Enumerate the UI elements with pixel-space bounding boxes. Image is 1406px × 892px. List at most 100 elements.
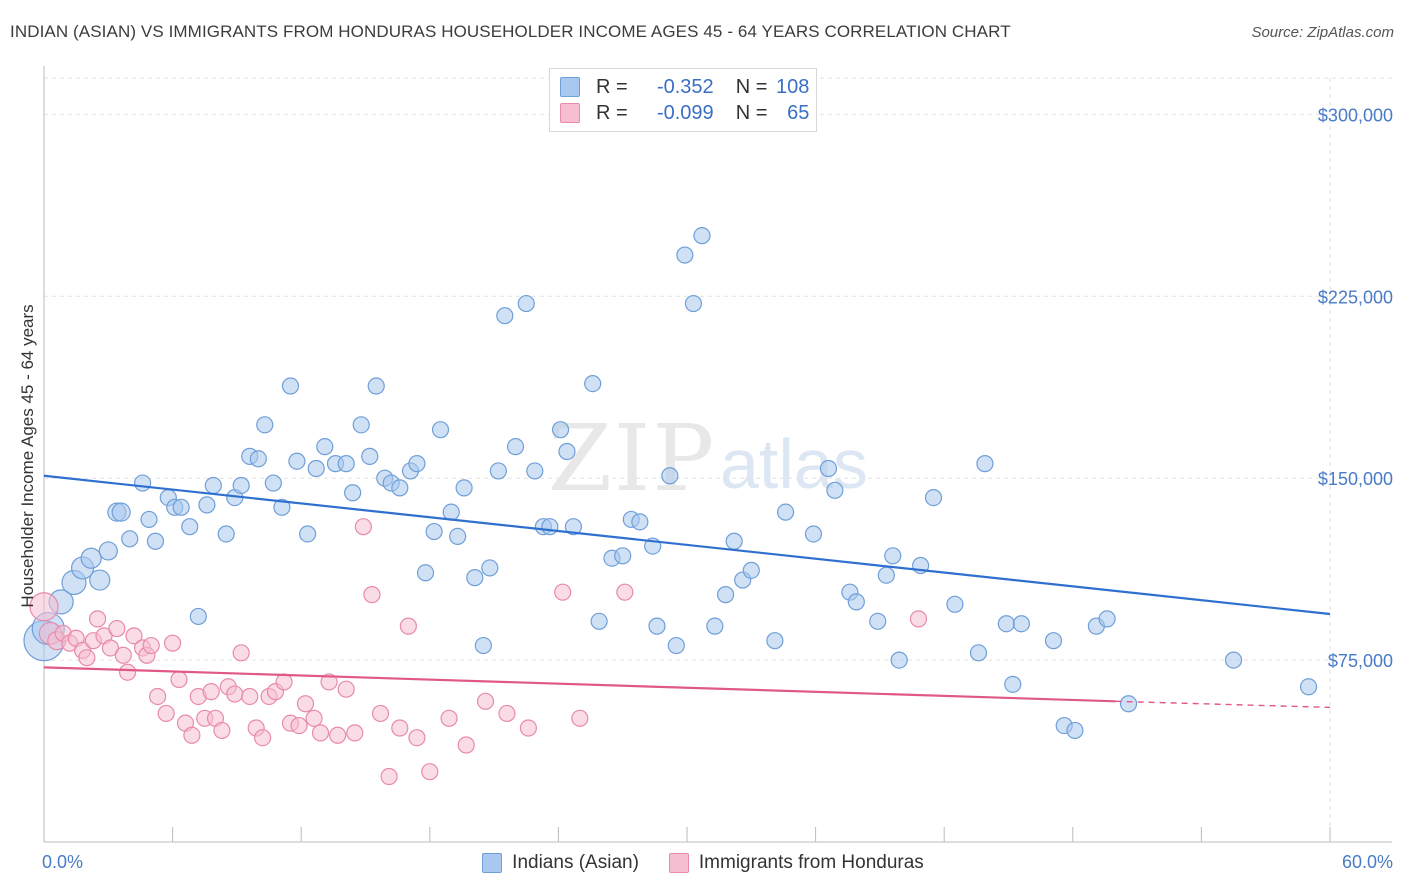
data-point <box>526 462 544 480</box>
series-legend-item-indians: Indians (Asian) <box>482 852 639 874</box>
data-point <box>440 709 458 727</box>
data-point <box>299 525 317 543</box>
data-point <box>170 670 188 689</box>
data-point <box>517 294 535 313</box>
data-point <box>275 673 293 691</box>
data-point <box>1044 632 1063 650</box>
data-point <box>519 719 537 737</box>
data-points <box>23 227 1318 786</box>
data-point <box>1004 675 1022 693</box>
series-points-0 <box>23 227 1318 740</box>
data-point <box>425 522 443 541</box>
data-point <box>706 617 724 635</box>
data-point <box>108 619 126 638</box>
data-point <box>346 724 364 742</box>
data-point <box>946 595 964 613</box>
series-legend-item-honduras: Immigrants from Honduras <box>668 852 924 874</box>
series-label-indians: Indians (Asian) <box>512 852 639 873</box>
data-point <box>121 530 139 548</box>
data-point <box>631 513 649 531</box>
data-point <box>776 503 795 521</box>
data-point <box>1224 651 1243 669</box>
data-point <box>826 481 844 499</box>
data-point <box>352 416 370 434</box>
data-point <box>101 639 120 657</box>
legend-n-label: N = <box>735 75 768 98</box>
series-label-honduras: Immigrants from Honduras <box>698 852 924 873</box>
watermark-atlas: atlas <box>720 425 868 503</box>
data-point <box>164 634 182 652</box>
axis-labels: $300,000 $225,000 $150,000 $75,000 0.0% 60.0%… <box>18 105 1393 872</box>
data-point <box>564 518 583 536</box>
data-point <box>442 503 460 521</box>
data-point <box>421 763 439 781</box>
data-point <box>254 729 272 747</box>
chart-title: INDIAN (ASIAN) VS IMMIGRANTS FROM HONDUR… <box>10 22 1011 41</box>
data-point <box>89 569 111 591</box>
data-point <box>363 586 381 604</box>
data-point <box>142 636 160 655</box>
data-point <box>506 438 525 456</box>
data-point <box>416 564 435 582</box>
data-point <box>877 566 895 584</box>
legend-r-value: -0.099 <box>656 101 714 124</box>
data-point <box>354 518 372 536</box>
data-point <box>742 561 760 579</box>
y-tick-label: $225,000 <box>1318 287 1393 307</box>
data-point <box>204 476 222 495</box>
data-point <box>1299 678 1318 696</box>
data-point <box>157 704 175 723</box>
data-point <box>305 709 323 727</box>
data-point <box>146 532 165 550</box>
data-point <box>676 246 694 264</box>
legend-n-value: 108 <box>776 75 810 98</box>
data-point <box>571 709 589 727</box>
data-point <box>311 724 330 742</box>
data-point <box>320 673 338 691</box>
data-point <box>181 518 199 536</box>
data-point <box>273 498 291 516</box>
data-point <box>337 680 355 698</box>
data-point <box>290 716 308 735</box>
y-tick-label: $300,000 <box>1318 105 1393 125</box>
data-point <box>114 646 132 664</box>
x-tick-label-max: 60.0% <box>1342 852 1393 872</box>
legend-n-value: 65 <box>787 101 810 124</box>
data-point <box>226 685 244 703</box>
legend-row-honduras: R = -0.099 N = 65 <box>560 100 809 126</box>
data-point <box>466 569 484 587</box>
data-point <box>766 632 784 650</box>
data-point <box>449 527 467 546</box>
data-point <box>78 649 96 667</box>
data-point <box>296 695 315 713</box>
legend-r-label: R = <box>596 101 628 124</box>
series-legend: Indians (Asian) Immigrants from Honduras <box>0 852 1406 874</box>
data-point <box>125 627 143 645</box>
data-point <box>648 617 666 635</box>
watermark: ZIP atlas <box>548 405 868 512</box>
data-point <box>684 294 703 313</box>
data-point <box>847 593 865 611</box>
data-point <box>1066 721 1084 740</box>
data-point <box>371 704 390 723</box>
trend-line-1 <box>43 666 1116 703</box>
data-point <box>288 452 306 470</box>
data-point <box>1012 615 1030 633</box>
data-point <box>1119 695 1138 713</box>
data-point <box>361 447 379 465</box>
data-point <box>232 476 250 495</box>
data-point <box>316 438 334 456</box>
data-point <box>337 455 355 473</box>
chart-source: Source: ZipAtlas.com <box>1251 24 1394 41</box>
data-point <box>496 307 514 325</box>
data-point <box>616 583 634 601</box>
data-point <box>481 559 499 577</box>
correlation-legend: R = -0.352 N = 108 R = -0.099 N = 65 <box>549 68 817 132</box>
data-point <box>98 541 118 561</box>
data-point <box>391 719 409 737</box>
data-point <box>111 502 131 522</box>
data-point <box>217 525 235 543</box>
data-point <box>890 651 908 669</box>
data-point <box>725 532 743 550</box>
data-point <box>554 583 572 601</box>
